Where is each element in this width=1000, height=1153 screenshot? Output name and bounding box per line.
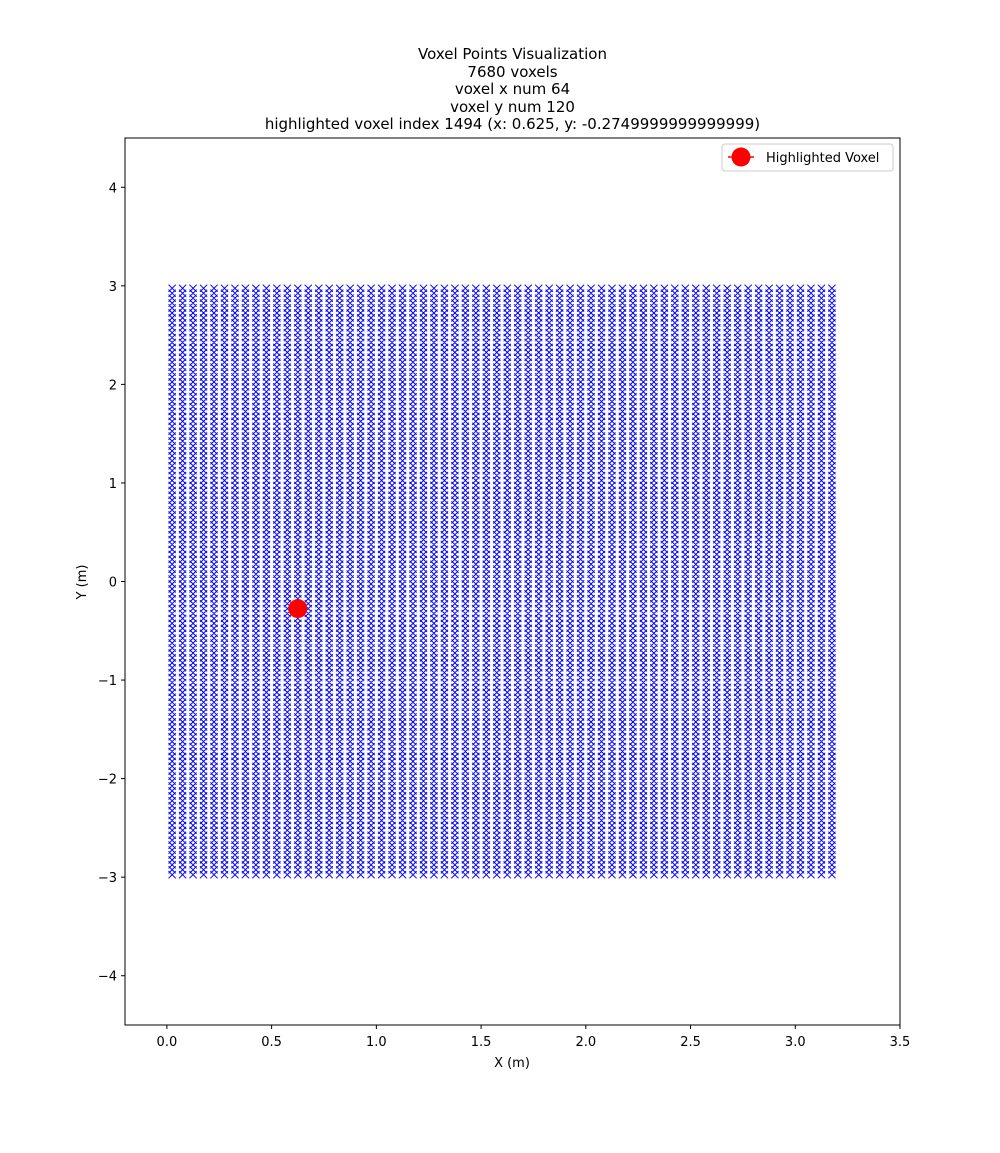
y-tick-label: −2 bbox=[98, 773, 117, 788]
voxel-column-markers bbox=[639, 284, 648, 879]
y-tick-label: 4 bbox=[109, 181, 117, 196]
voxel-column-markers bbox=[775, 284, 784, 879]
voxel-column-markers bbox=[576, 284, 585, 879]
highlighted-voxel-point bbox=[288, 599, 308, 619]
voxel-column-markers bbox=[628, 284, 637, 879]
voxel-column-markers bbox=[335, 284, 344, 879]
voxel-column-markers bbox=[388, 284, 397, 879]
voxel-column-markers bbox=[272, 284, 281, 879]
voxel-column-markers bbox=[503, 284, 512, 879]
voxel-column-markers bbox=[817, 284, 826, 879]
voxel-column-markers bbox=[796, 284, 805, 879]
voxel-column-markers bbox=[681, 284, 690, 879]
voxel-column-markers bbox=[210, 284, 218, 879]
voxel-column-markers bbox=[283, 284, 292, 879]
voxel-column-markers bbox=[608, 284, 616, 879]
voxel-column-markers bbox=[712, 284, 721, 879]
voxel-column-markers bbox=[241, 284, 250, 879]
voxel-column-markers bbox=[231, 284, 239, 879]
voxel-column-markers bbox=[649, 284, 658, 879]
voxel-column-markers bbox=[419, 284, 428, 879]
voxel-column-markers bbox=[398, 284, 407, 879]
x-tick-label: 3.5 bbox=[890, 1035, 911, 1050]
voxel-column-markers bbox=[492, 284, 501, 879]
voxel-column-markers bbox=[471, 284, 480, 879]
voxel-column-markers bbox=[367, 284, 376, 879]
voxel-column-markers bbox=[482, 284, 491, 879]
legend-label: Highlighted Voxel bbox=[766, 151, 879, 166]
voxel-column-markers bbox=[262, 284, 271, 879]
voxel-column-markers bbox=[178, 284, 187, 879]
x-tick-label: 2.0 bbox=[575, 1035, 596, 1050]
voxel-column-markers bbox=[587, 284, 596, 879]
x-axis: 0.0 0.5 1.0 1.5 2.0 2.5 3.0 3.5 bbox=[157, 1025, 911, 1050]
voxel-column-markers bbox=[765, 284, 774, 879]
voxel-column-markers bbox=[733, 284, 742, 879]
x-tick-label: 1.5 bbox=[471, 1035, 492, 1050]
y-axis: 4 3 2 1 0 −1 −2 −3 −4 bbox=[98, 181, 125, 985]
voxel-column-markers bbox=[220, 284, 229, 879]
voxel-column-markers bbox=[723, 284, 732, 879]
legend-marker-icon bbox=[731, 147, 751, 167]
chart-subtitle-y-num: voxel y num 120 bbox=[450, 98, 575, 116]
x-tick-label: 1.0 bbox=[366, 1035, 387, 1050]
voxel-column-markers bbox=[566, 284, 575, 879]
y-tick-label: −1 bbox=[98, 674, 117, 689]
voxel-column-markers bbox=[786, 284, 794, 879]
plot-background bbox=[125, 138, 900, 1025]
voxel-column-markers bbox=[314, 284, 323, 879]
voxel-column-markers bbox=[618, 284, 627, 879]
voxel-column-markers bbox=[744, 284, 753, 879]
voxel-column-markers bbox=[461, 284, 470, 879]
y-tick-label: −4 bbox=[98, 970, 117, 985]
voxel-column-markers bbox=[807, 284, 815, 879]
voxel-column-markers bbox=[691, 284, 700, 879]
voxel-column-markers bbox=[189, 284, 198, 879]
voxel-column-markers bbox=[440, 284, 449, 879]
voxel-column-markers bbox=[429, 284, 438, 879]
x-tick-label: 2.5 bbox=[680, 1035, 701, 1050]
highlight-layer bbox=[288, 599, 308, 619]
y-tick-label: 0 bbox=[109, 576, 117, 591]
chart-title-line: Voxel Points Visualization bbox=[418, 45, 607, 63]
voxel-column-markers bbox=[534, 284, 543, 879]
y-tick-label: 1 bbox=[109, 477, 117, 492]
y-tick-label: 3 bbox=[109, 280, 117, 295]
voxel-column-markers bbox=[304, 284, 313, 879]
voxel-column-markers bbox=[409, 284, 417, 879]
voxel-column-markers bbox=[377, 284, 386, 879]
voxel-column-markers bbox=[660, 284, 669, 879]
voxel-column-markers bbox=[754, 284, 763, 879]
voxel-column-markers bbox=[450, 284, 459, 879]
voxel-column-markers bbox=[251, 284, 260, 879]
legend-box bbox=[721, 143, 894, 172]
voxel-points bbox=[168, 284, 836, 879]
y-tick-label: 2 bbox=[109, 378, 117, 393]
voxel-column-markers bbox=[827, 284, 836, 879]
x-tick-label: 0.0 bbox=[157, 1035, 178, 1050]
voxel-column-markers bbox=[199, 284, 208, 879]
voxel-column-markers bbox=[325, 284, 334, 879]
voxel-column-markers bbox=[545, 284, 554, 879]
y-axis-label: Y (m) bbox=[75, 565, 90, 601]
voxel-column-markers bbox=[670, 284, 679, 879]
voxel-column-markers bbox=[555, 284, 564, 879]
y-tick-label: −3 bbox=[98, 871, 117, 886]
voxel-column-markers bbox=[597, 284, 606, 879]
x-axis-label: X (m) bbox=[494, 1056, 530, 1071]
voxel-column-markers bbox=[702, 284, 711, 879]
voxel-column-markers bbox=[356, 284, 365, 879]
chart-subtitle-voxel-count: 7680 voxels bbox=[467, 63, 558, 81]
chart-subtitle-highlight-info: highlighted voxel index 1494 (x: 0.625, … bbox=[264, 115, 761, 133]
legend: Highlighted Voxel bbox=[721, 143, 894, 172]
x-tick-label: 3.0 bbox=[785, 1035, 806, 1050]
voxel-column-markers bbox=[168, 284, 177, 879]
voxel-column-markers bbox=[513, 284, 522, 879]
x-tick-label: 0.5 bbox=[261, 1035, 282, 1050]
voxel-column-markers bbox=[524, 284, 533, 879]
chart-subtitle-x-num: voxel x num 64 bbox=[454, 80, 571, 98]
voxel-column-markers bbox=[346, 284, 355, 879]
